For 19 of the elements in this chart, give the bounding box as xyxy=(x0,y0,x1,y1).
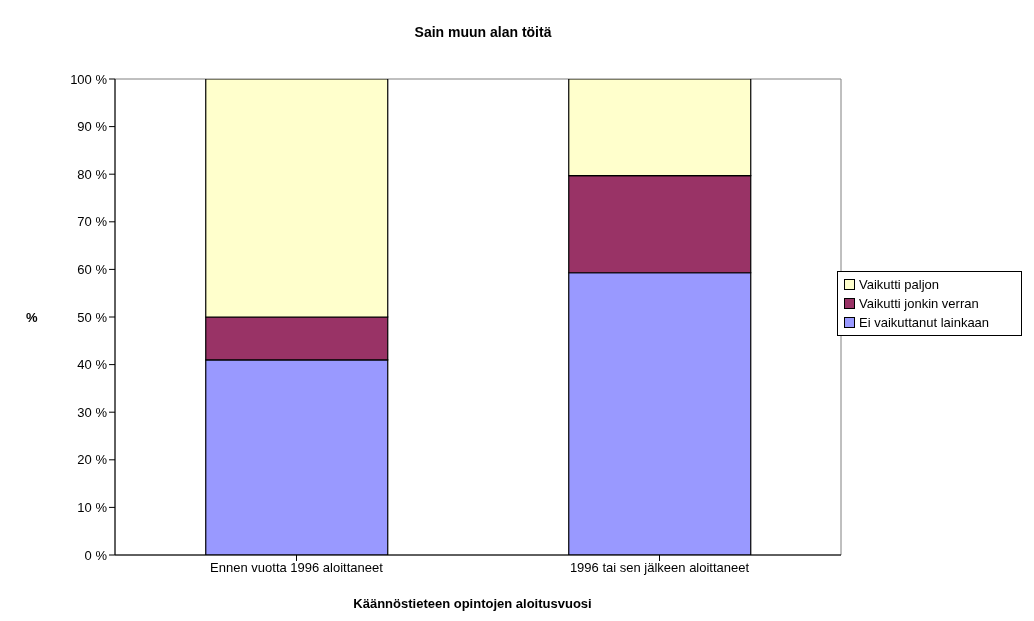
y-tick-label: 100 % xyxy=(70,71,108,87)
y-tick-label: 20 % xyxy=(77,452,108,468)
x-tick-label: Ennen vuotta 1996 aloittaneet xyxy=(210,560,384,576)
x-axis-title: Käännöstieteen opintojen aloitusvuosi xyxy=(352,596,593,611)
chart-title: Sain muun alan töitä xyxy=(413,24,553,40)
y-tick-label: 70 % xyxy=(77,214,108,230)
y-tick-label: 90 % xyxy=(77,119,108,135)
legend-label: Ei vaikuttanut lainkaan xyxy=(859,313,990,332)
x-tick-label: 1996 tai sen jälkeen aloittaneet xyxy=(569,560,750,576)
y-tick-label: 30 % xyxy=(77,404,108,420)
y-tick-label: 10 % xyxy=(77,500,108,516)
legend-label: Vaikutti jonkin verran xyxy=(859,294,979,313)
y-tick-label: 80 % xyxy=(77,166,108,182)
y-tick-label: 40 % xyxy=(77,357,108,373)
y-tick-label: 0 % xyxy=(84,547,108,563)
legend-label: Vaikutti paljon xyxy=(859,275,939,294)
y-axis-title: % xyxy=(26,310,38,325)
y-tick-label: 60 % xyxy=(77,262,108,278)
y-tick-label: 50 % xyxy=(77,309,108,325)
